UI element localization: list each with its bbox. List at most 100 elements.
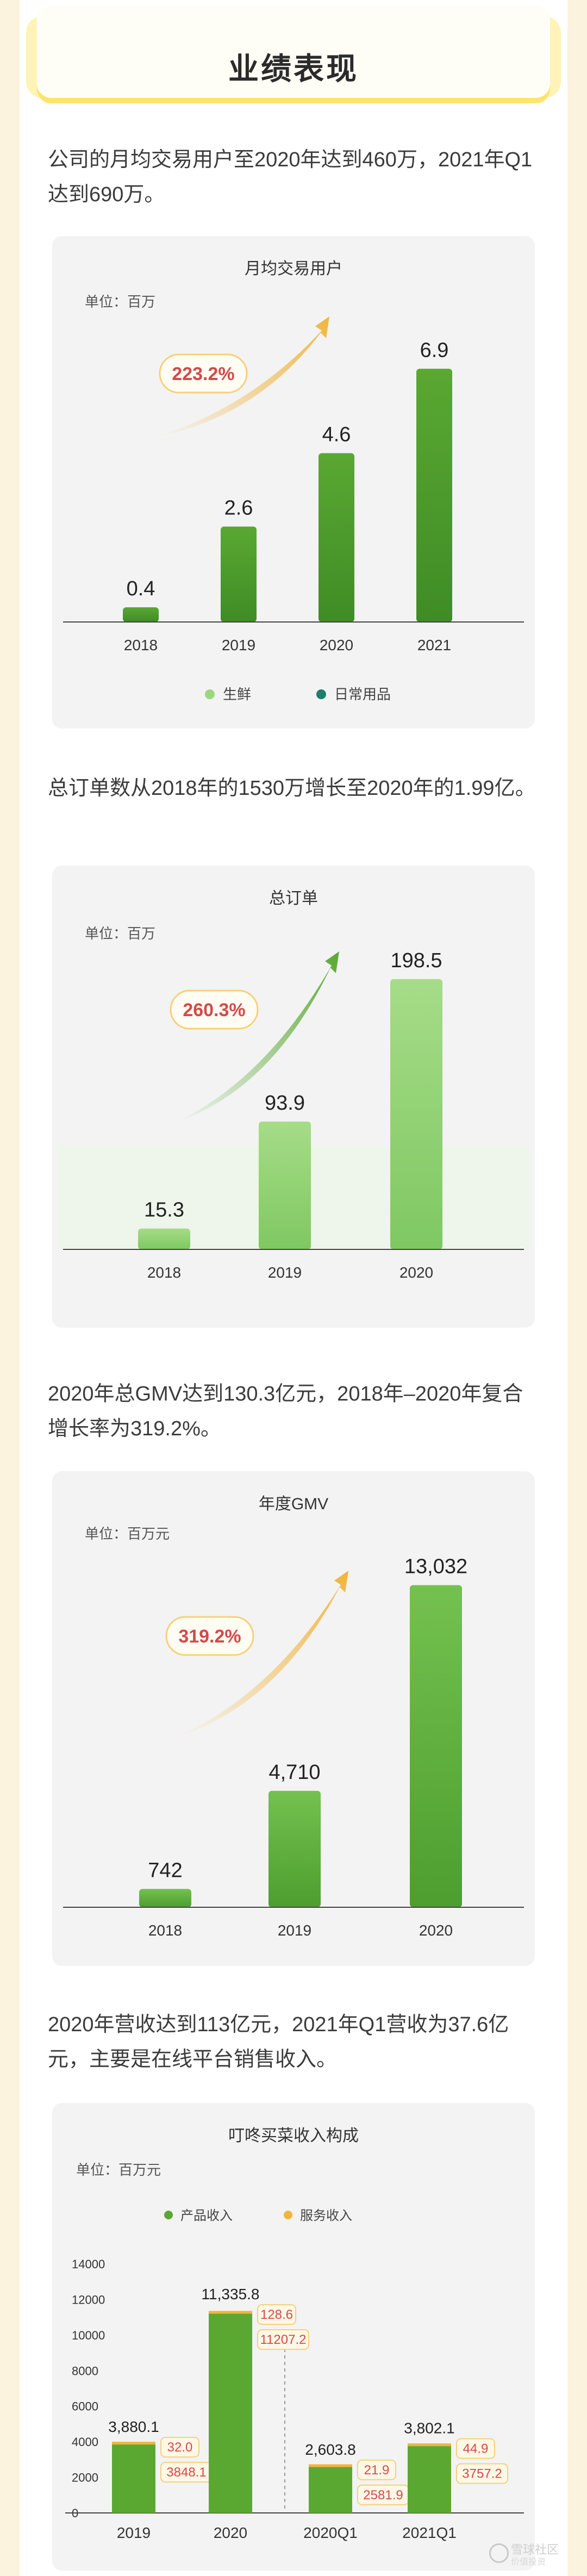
value-label-2019: 93.9 — [265, 1092, 305, 1115]
legend-marker-1 — [284, 2211, 292, 2219]
legend-label-1: 服务收入 — [300, 2208, 352, 2223]
legend-marker-1 — [316, 689, 326, 699]
section-header: 业绩表现 — [26, 5, 561, 106]
watermark-line1: 雪球社区 — [511, 2543, 559, 2556]
product-annotation-2019: 3848.1 — [166, 2465, 206, 2480]
service-annotation-2019: 32.0 — [167, 2440, 193, 2455]
bar-2021Q1-产品收入 — [408, 2446, 451, 2513]
bar-2019 — [268, 1790, 321, 1907]
paragraph-revenue: 2020年营收达到113亿元，2021年Q1营收为37.6亿元，主要是在线平台销… — [48, 2013, 509, 2071]
service-annotation-2021Q1: 44.9 — [463, 2442, 489, 2456]
legend-marker-0 — [205, 689, 215, 699]
y-tick-4000: 4000 — [72, 2435, 98, 2449]
growth-label: 319.2% — [178, 1626, 241, 1647]
y-tick-10000: 10000 — [72, 2329, 105, 2342]
bar-2021 — [416, 369, 452, 622]
service-annotation-box-2020Q1 — [357, 2459, 396, 2480]
total-label-2020Q1: 2,603.8 — [305, 2441, 355, 2458]
bar-2020 — [390, 979, 442, 1249]
value-label-2018: 0.4 — [127, 577, 155, 600]
bar-2018 — [123, 607, 159, 622]
product-annotation-box-2021Q1 — [456, 2463, 508, 2484]
chart-unit-label: 单位：百万 — [85, 925, 155, 942]
paragraph-users: 公司的月均交易用户至2020年达到460万，2021年Q1达到690万。 — [48, 148, 533, 206]
value-label-2020: 198.5 — [390, 949, 442, 972]
chart-title: 叮咚买菜收入构成 — [228, 2127, 359, 2145]
x-tick-2021: 2021 — [417, 637, 451, 654]
chart-title: 月均交易用户 — [245, 260, 342, 278]
value-label-2019: 2.6 — [224, 497, 253, 520]
x-tick-2020: 2020 — [399, 1264, 433, 1281]
x-tick-2018: 2018 — [124, 637, 158, 654]
service-annotation-2020: 128.6 — [260, 2307, 293, 2322]
bar-2020-产品收入 — [209, 2313, 252, 2513]
bar-2020-服务收入 — [209, 2311, 252, 2314]
legend-marker-0 — [164, 2211, 173, 2219]
legend-label-0: 产品收入 — [180, 2208, 233, 2223]
product-annotation-2020Q1: 2581.9 — [363, 2488, 403, 2503]
service-annotation-box-2020 — [257, 2304, 296, 2325]
y-tick-14000: 14000 — [72, 2257, 105, 2271]
bar-2018 — [138, 1228, 190, 1249]
chart-title: 总订单 — [269, 889, 318, 907]
watermark-line2: 价值投资 — [511, 2558, 546, 2567]
chart-unit-label: 单位：百万元 — [85, 1526, 170, 1542]
paragraph-gmv: 2020年总GMV达到130.3亿元，2018年–2020年复合增长率为319.… — [48, 1383, 523, 1440]
bar-2020Q1-服务收入 — [309, 2464, 352, 2467]
chart-annual-gmv: 年度GMV 单位：百万元 742 2018 4,710 2019 13,032 2020 319… — [63, 1495, 524, 1939]
value-label-2021: 6.9 — [420, 339, 449, 362]
x-tick-2019: 2019 — [117, 2524, 151, 2541]
bar-2020Q1-产品收入 — [309, 2467, 352, 2513]
watermark-logo-icon — [489, 2543, 509, 2563]
value-label-2019: 4,710 — [268, 1761, 320, 1784]
bar-2019 — [221, 526, 257, 622]
section-title: 业绩表现 — [228, 52, 359, 86]
product-annotation-2021Q1: 3757.2 — [462, 2467, 502, 2481]
growth-arrow — [176, 951, 339, 1122]
x-tick-2018: 2018 — [148, 1922, 182, 1939]
watermark: 雪球社区 价值投资 — [489, 2539, 560, 2569]
x-tick-2020: 2020 — [419, 1922, 453, 1939]
bar-2021Q1-服务收入 — [408, 2443, 451, 2447]
legend-label-1: 日常用品 — [334, 686, 391, 702]
value-label-2020: 13,032 — [404, 1555, 467, 1578]
y-tick-12000: 12000 — [72, 2293, 105, 2306]
service-annotation-box-2021Q1 — [456, 2438, 495, 2459]
bar-2019-产品收入 — [112, 2444, 155, 2513]
value-label-2018: 742 — [148, 1859, 182, 1882]
x-tick-2020Q1: 2020Q1 — [303, 2524, 358, 2541]
growth-pill — [159, 353, 248, 394]
bar-2020 — [319, 453, 354, 622]
value-label-2018: 15.3 — [144, 1199, 184, 1222]
x-tick-2020: 2020 — [214, 2524, 247, 2541]
value-label-2020: 4.6 — [322, 424, 351, 446]
header-band — [37, 5, 550, 98]
product-annotation-2020: 11207.2 — [260, 2332, 307, 2347]
chart-unit-label: 单位：百万元 — [76, 2162, 161, 2178]
product-annotation-box-2020 — [257, 2329, 309, 2350]
growth-label: 260.3% — [183, 1000, 245, 1021]
chart-unit-label: 单位：百万 — [85, 294, 155, 310]
paragraph-orders: 总订单数从2018年的1530万增长至2020年的1.99亿。 — [48, 777, 536, 800]
growth-label: 223.2% — [172, 364, 234, 384]
x-tick-2020: 2020 — [320, 637, 353, 654]
x-tick-2019: 2019 — [278, 1922, 311, 1939]
panel-users — [52, 236, 535, 729]
x-tick-2018: 2018 — [147, 1264, 181, 1281]
panel-orders — [52, 866, 535, 1328]
legend-label-0: 生鲜 — [223, 686, 251, 702]
total-label-2020: 11,335.8 — [202, 2286, 260, 2303]
y-tick-6000: 6000 — [72, 2400, 98, 2413]
service-annotation-2020Q1: 21.9 — [364, 2463, 390, 2478]
service-annotation-box-2019 — [160, 2437, 199, 2458]
total-label-2021Q1: 3,802.1 — [404, 2420, 454, 2437]
growth-pill — [170, 990, 259, 1030]
bar-2018 — [139, 1889, 191, 1907]
y-tick-2000: 2000 — [72, 2471, 98, 2485]
bar-2019-服务收入 — [112, 2442, 155, 2445]
x-tick-2019: 2019 — [268, 1264, 302, 1281]
total-label-2019: 3,880.1 — [108, 2418, 159, 2435]
x-tick-2021Q1: 2021Q1 — [402, 2524, 457, 2541]
